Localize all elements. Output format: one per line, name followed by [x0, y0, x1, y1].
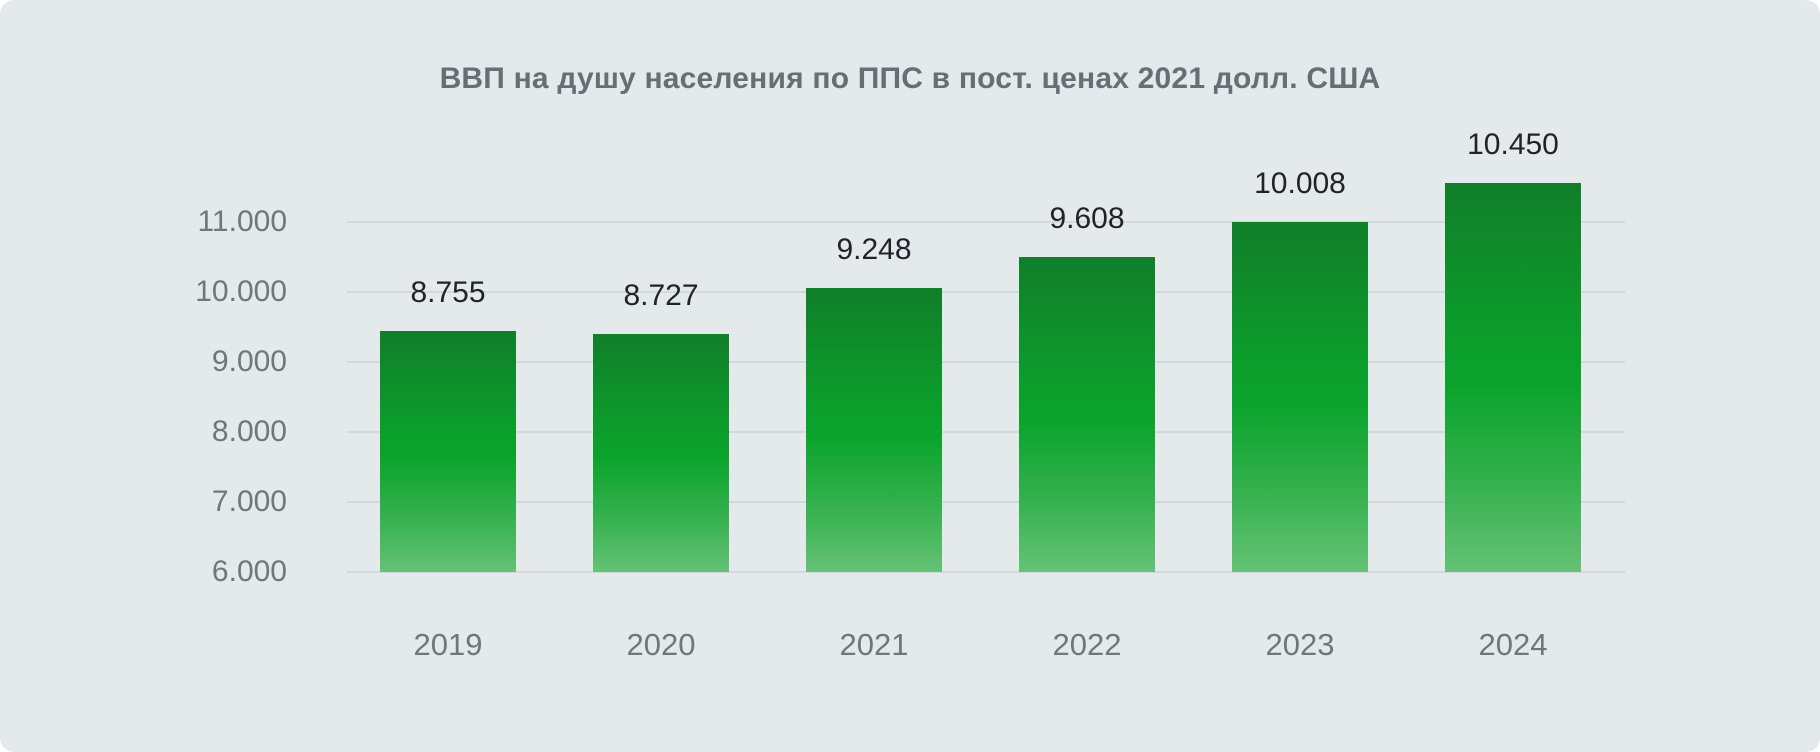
x-axis-tick-label: 2022: [1052, 627, 1122, 662]
gridline: [347, 431, 1625, 433]
x-axis-tick-label: 2024: [1478, 627, 1548, 662]
bar-value-label: 10.450: [1467, 128, 1559, 161]
x-axis-tick-label: 2021: [839, 627, 909, 662]
gridline: [347, 501, 1625, 503]
x-axis-tick-label: 2020: [626, 627, 696, 662]
bar-value-label: 9.608: [1049, 202, 1125, 235]
y-axis-tick-label: 8.000: [211, 415, 287, 448]
bar-value-label: 8.755: [410, 276, 486, 309]
bar-2020: [593, 334, 729, 572]
y-axis-tick-label: 11.000: [197, 205, 287, 238]
bar-value-label: 10.008: [1254, 167, 1346, 200]
x-axis-tick-label: 2019: [413, 627, 483, 662]
bar-value-label: 8.727: [623, 279, 699, 312]
y-axis-tick-label: 9.000: [211, 345, 287, 378]
bar-2024: [1445, 183, 1581, 572]
bar-2019: [380, 331, 516, 572]
bar-2022: [1019, 257, 1155, 572]
gridline: [347, 221, 1625, 223]
bar-value-label: 9.248: [836, 233, 912, 266]
y-axis-tick-label: 10.000: [195, 275, 287, 308]
x-axis-tick-label: 2023: [1265, 627, 1335, 662]
gridline: [347, 571, 1625, 573]
gridline: [347, 291, 1625, 293]
gridline: [347, 361, 1625, 363]
bar-2021: [806, 288, 942, 572]
bar-2023: [1232, 222, 1368, 572]
chart-title: ВВП на душу населения по ППС в пост. цен…: [439, 62, 1381, 95]
y-axis-tick-label: 7.000: [211, 485, 287, 518]
y-axis-tick-label: 6.000: [211, 555, 287, 588]
